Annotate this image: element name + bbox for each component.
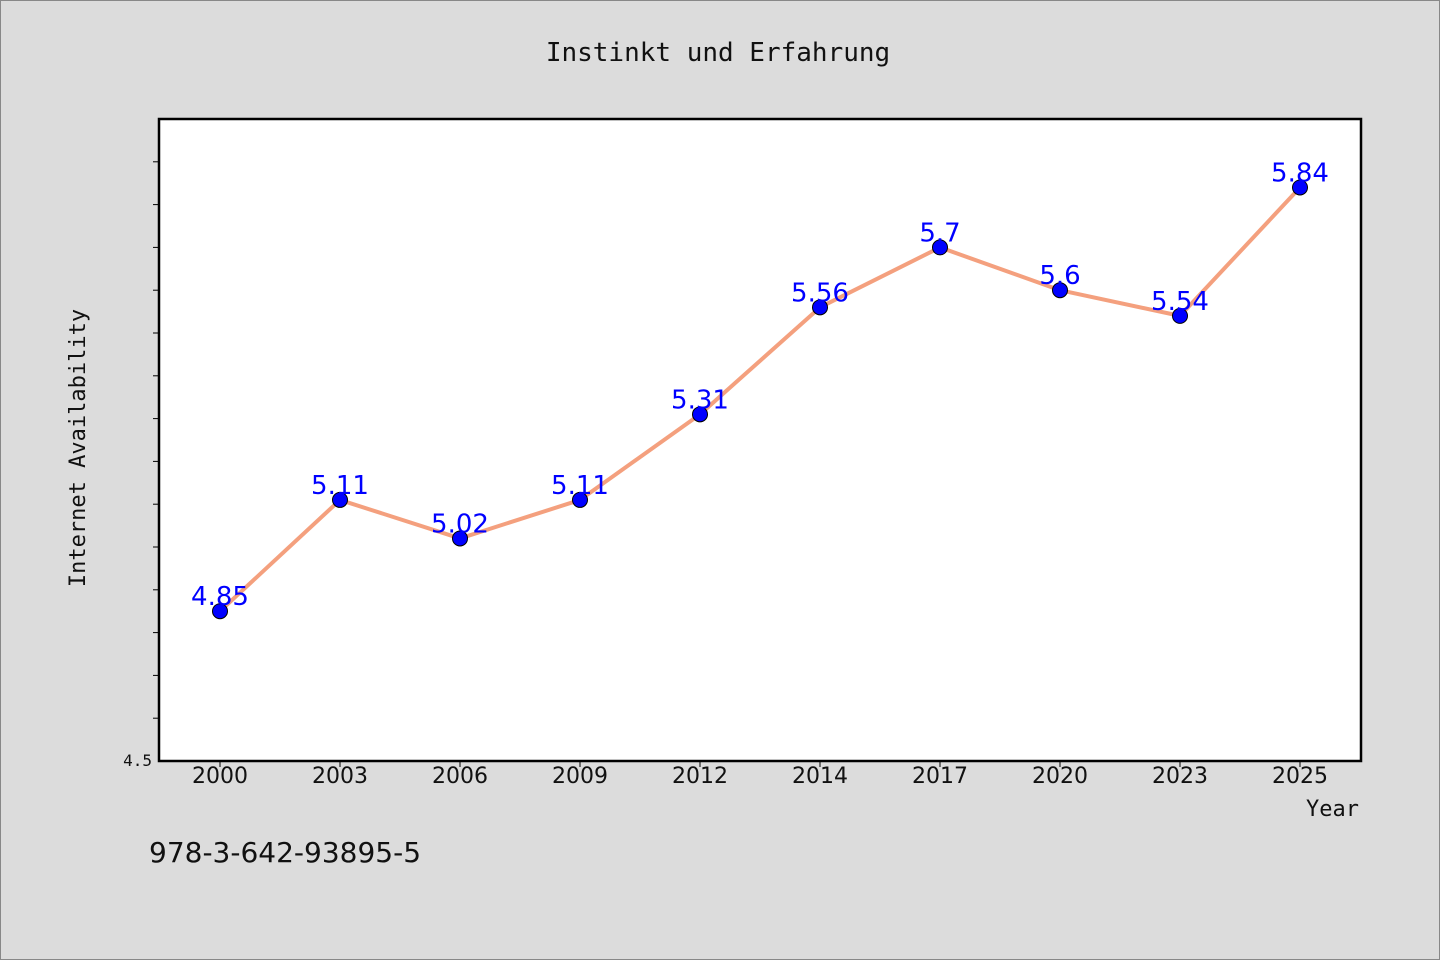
data-label-layer: 4.85 5.11 5.02 5.11 5.31 5.56 5.7 5.6 5.54 5.84 — [191, 158, 1329, 612]
series-layer — [212, 179, 1308, 620]
data-point-2012 — [692, 406, 708, 423]
x-tick-label-2014: 2014 — [792, 764, 848, 789]
x-tick-label-2009: 2009 — [552, 764, 608, 789]
x-tick-label-2020: 2020 — [1032, 764, 1088, 789]
data-label-2014: 5.56 — [791, 278, 849, 308]
x-tick-label-2025: 2025 — [1272, 764, 1328, 789]
plot-area — [157, 117, 1363, 763]
data-label-2025: 5.84 — [1271, 158, 1329, 188]
x-axis-ticks: 2000 2003 2006 2009 2012 2014 2017 2020 2023 2025 — [192, 761, 1328, 789]
x-axis-label: Year — [1306, 797, 1359, 822]
data-point-2023 — [1172, 307, 1188, 324]
data-point-2017 — [932, 239, 948, 256]
x-tick-label-2003: 2003 — [312, 764, 368, 789]
data-point-2009 — [572, 491, 588, 508]
data-label-2023: 5.54 — [1151, 287, 1209, 317]
x-tick-label-2012: 2012 — [672, 764, 728, 789]
series-line — [218, 185, 1302, 614]
data-point-2006 — [452, 530, 468, 547]
x-tick-label-2023: 2023 — [1152, 764, 1208, 789]
data-label-2003: 5.11 — [311, 471, 369, 501]
data-point-2003 — [332, 491, 348, 508]
y-axis-ticks — [153, 161, 159, 719]
y-tick-label: 4.5 — [123, 751, 152, 770]
x-tick-label-2017: 2017 — [912, 764, 968, 789]
data-point-2020 — [1052, 282, 1068, 299]
data-label-2020: 5.6 — [1039, 261, 1080, 291]
data-label-2009: 5.11 — [551, 471, 609, 501]
data-label-2006: 5.02 — [431, 509, 489, 539]
x-tick-label-2006: 2006 — [432, 764, 488, 789]
y-axis-label: Internet Availability — [66, 309, 91, 587]
data-point-2000 — [212, 603, 228, 620]
data-label-2012: 5.31 — [671, 385, 729, 415]
data-point-2025 — [1292, 179, 1308, 196]
data-point-2014 — [812, 299, 828, 316]
isbn-text: 978-3-642-93895-5 — [149, 836, 421, 869]
data-label-2000: 4.85 — [191, 582, 249, 612]
chart-title: Instinkt und Erfahrung — [546, 38, 890, 68]
x-tick-label-2000: 2000 — [192, 764, 248, 789]
data-label-2017: 5.7 — [919, 218, 960, 248]
